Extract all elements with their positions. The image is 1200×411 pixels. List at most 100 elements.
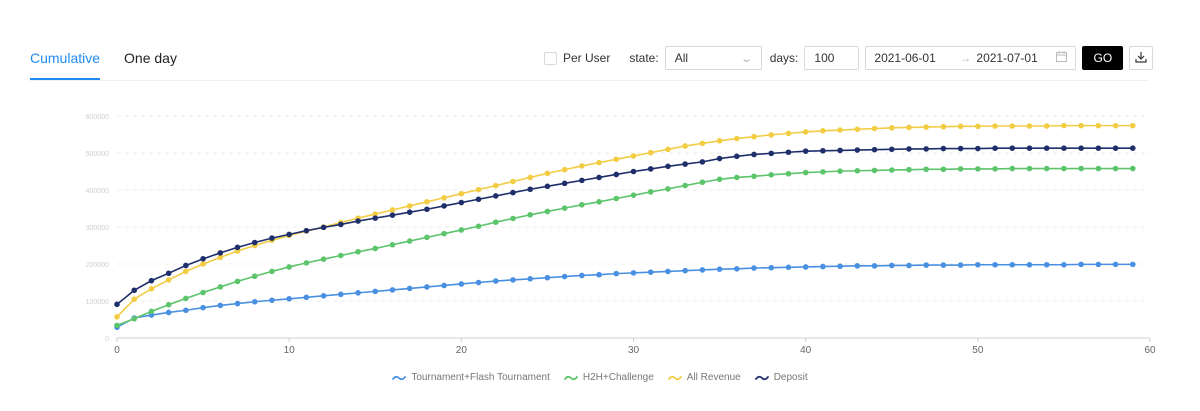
data-point xyxy=(975,261,981,268)
data-point xyxy=(888,262,895,269)
days-input[interactable] xyxy=(804,46,860,70)
data-point xyxy=(303,260,310,266)
legend-item[interactable]: All Revenue xyxy=(667,372,741,383)
data-point xyxy=(217,302,224,309)
data-point xyxy=(820,169,826,175)
data-point xyxy=(338,252,344,259)
data-point xyxy=(234,244,241,251)
data-point xyxy=(1043,261,1050,268)
data-point xyxy=(372,288,379,295)
data-point xyxy=(114,314,120,320)
per-user-checkbox[interactable]: Per User xyxy=(544,51,610,65)
data-point xyxy=(217,250,224,256)
download-button[interactable] xyxy=(1129,46,1154,70)
x-tick-label: 20 xyxy=(456,345,468,356)
legend-label: Tournament+Flash Tournament xyxy=(411,372,550,383)
data-point xyxy=(854,167,861,174)
data-point xyxy=(871,167,878,174)
data-point xyxy=(1078,165,1084,172)
data-point xyxy=(561,205,568,211)
data-point xyxy=(148,285,155,292)
data-point xyxy=(441,203,447,209)
data-point xyxy=(1112,122,1119,129)
data-point xyxy=(475,223,482,230)
data-point xyxy=(906,146,912,152)
data-point xyxy=(424,234,430,241)
data-point xyxy=(183,262,189,269)
checkbox-box[interactable] xyxy=(544,51,557,65)
legend-item[interactable]: H2H+Challenge xyxy=(563,372,654,383)
data-point xyxy=(682,143,688,149)
data-point xyxy=(1078,122,1084,129)
data-point xyxy=(888,125,895,131)
data-point xyxy=(957,166,964,172)
data-point xyxy=(458,281,465,287)
legend-item[interactable]: Deposit xyxy=(754,372,808,383)
date-from[interactable]: 2021-06-01 xyxy=(874,51,936,65)
data-point xyxy=(751,173,757,180)
data-point xyxy=(940,166,947,173)
x-tick-label: 10 xyxy=(284,345,296,356)
data-point xyxy=(785,130,792,137)
data-point xyxy=(475,279,482,286)
data-point xyxy=(148,277,155,284)
data-point xyxy=(837,127,843,133)
calendar-icon xyxy=(1056,51,1068,65)
data-point xyxy=(940,145,947,152)
state-select-value: All xyxy=(674,51,689,65)
arrow-right-icon: → xyxy=(959,51,972,65)
data-point xyxy=(1061,122,1067,129)
data-point xyxy=(165,301,172,308)
data-point xyxy=(527,211,533,218)
data-point xyxy=(131,315,138,322)
date-to[interactable]: 2021-07-01 xyxy=(976,51,1038,65)
data-point xyxy=(1112,145,1119,151)
legend-line-icon xyxy=(754,375,769,380)
tab-cumulative[interactable]: Cumulative xyxy=(30,42,101,80)
chevron-down-icon: ⌄ xyxy=(740,52,754,65)
data-point xyxy=(923,124,929,130)
data-point xyxy=(492,182,499,189)
data-point xyxy=(424,284,430,290)
data-point xyxy=(785,264,792,271)
data-point xyxy=(785,170,792,177)
data-point xyxy=(492,278,499,284)
go-button[interactable]: GO xyxy=(1082,46,1124,70)
data-point xyxy=(1095,165,1102,172)
data-point xyxy=(492,219,499,225)
data-point xyxy=(510,178,516,185)
data-point xyxy=(1095,261,1102,268)
data-point xyxy=(647,269,654,275)
series-h2h-challenge xyxy=(114,165,1136,329)
data-point xyxy=(734,174,740,181)
x-tick-label: 60 xyxy=(1144,345,1156,356)
y-tick-label: 0 xyxy=(105,336,109,343)
data-point xyxy=(716,137,723,144)
data-point xyxy=(579,272,585,279)
date-range-picker[interactable]: 2021-06-01 → 2021-07-01 xyxy=(865,46,1077,70)
data-point xyxy=(837,263,843,270)
data-point xyxy=(802,148,809,154)
data-point xyxy=(251,298,258,305)
data-point xyxy=(630,270,637,276)
legend-item[interactable]: Tournament+Flash Tournament xyxy=(392,372,550,383)
data-point xyxy=(355,290,361,296)
data-point xyxy=(992,166,998,172)
data-point xyxy=(527,276,533,282)
data-point xyxy=(854,263,861,269)
y-tick-label: 200000 xyxy=(86,262,109,269)
data-point xyxy=(1026,261,1033,268)
data-point xyxy=(734,266,740,272)
data-point xyxy=(424,199,430,205)
state-select[interactable]: All ⌄ xyxy=(664,46,762,70)
data-point xyxy=(975,166,981,172)
data-point xyxy=(389,207,396,213)
data-point xyxy=(338,221,344,228)
data-point xyxy=(372,211,379,217)
data-point xyxy=(854,126,861,133)
tab-one-day[interactable]: One day xyxy=(124,50,177,66)
data-point xyxy=(923,166,929,173)
x-tick-label: 0 xyxy=(114,345,120,356)
days-label: days: xyxy=(769,51,799,65)
series-line xyxy=(116,147,1133,305)
